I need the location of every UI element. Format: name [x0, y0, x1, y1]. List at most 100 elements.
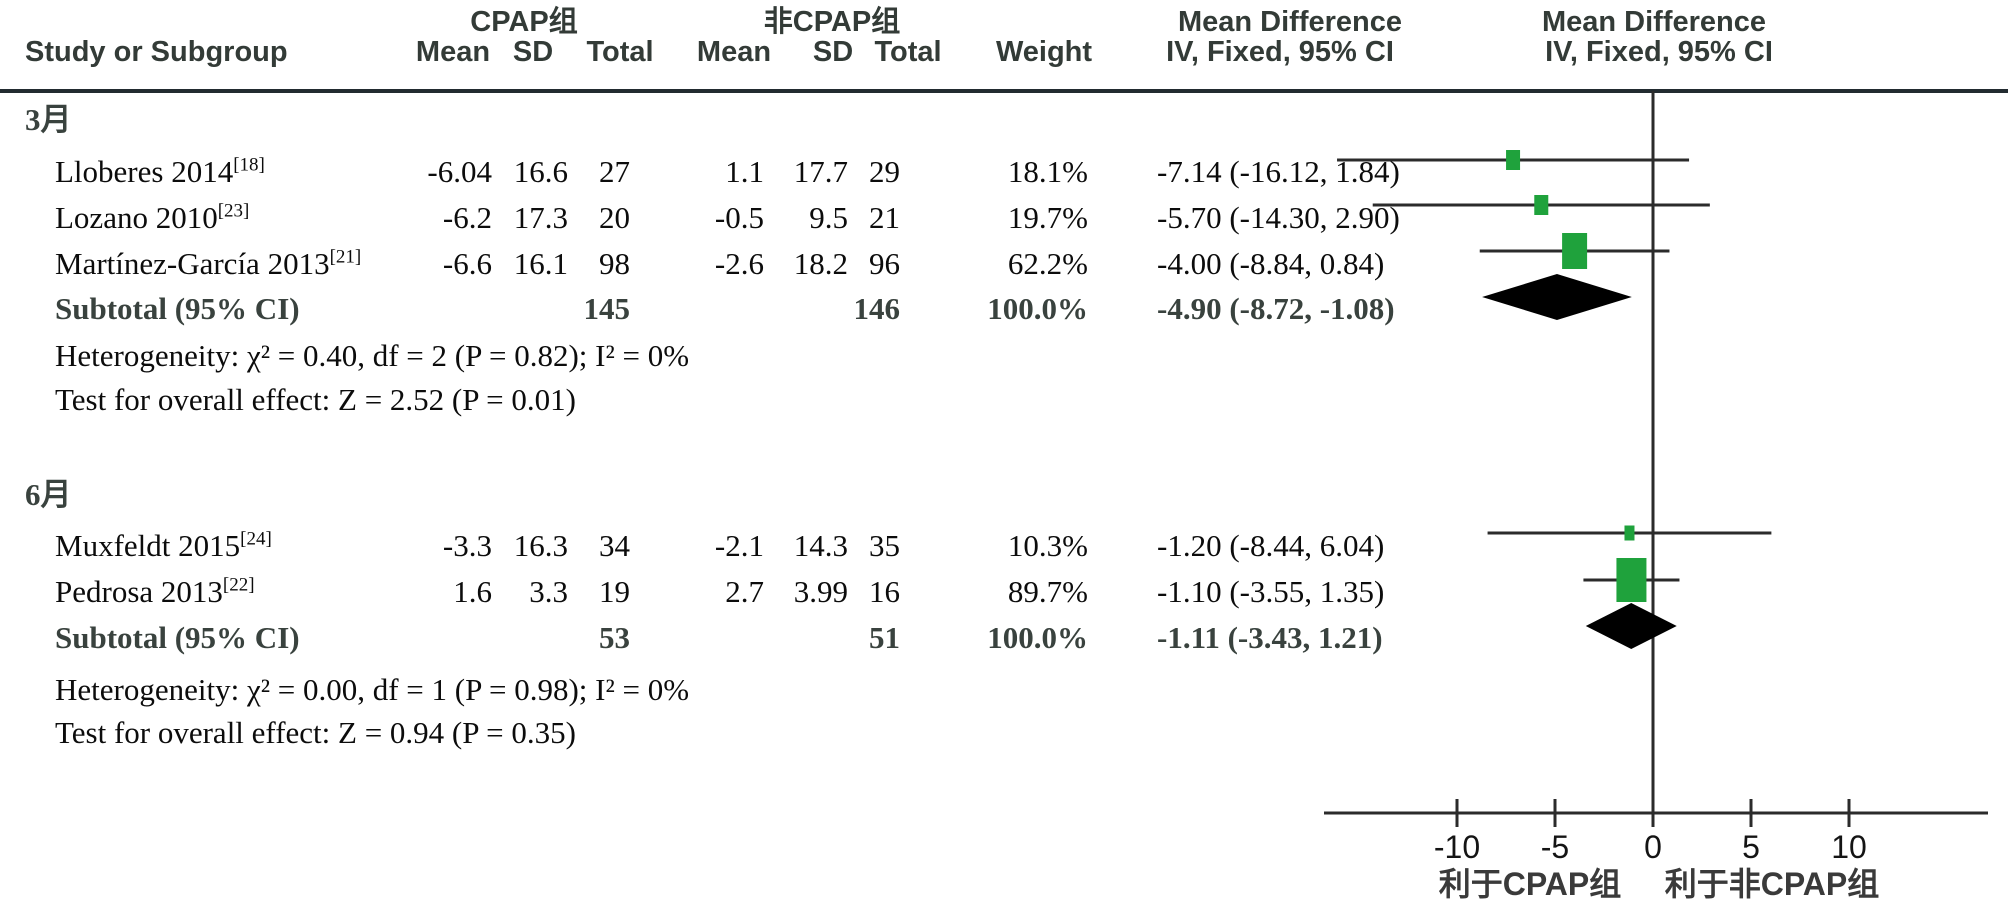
subgroup-heading-3m: 3月 [0, 102, 2008, 138]
md-ci-value: -5.70 (-14.30, 2.90) [1157, 200, 1400, 235]
x-axis-tick-label: -10 [1434, 829, 1480, 865]
md-ci-value: -4.00 (-8.84, 0.84) [1157, 246, 1385, 281]
col-sd-cpap: SD [512, 36, 554, 68]
cpap-group-header: CPAP组 [470, 6, 578, 38]
table-row-lozano: Lozano 2010[23] -6.2 17.3 20 -0.5 9.5 21… [0, 200, 2008, 236]
overall-effect-text: Test for overall effect: Z = 2.52 (P = 0… [55, 382, 576, 417]
sd-noncpap: 18.2 [793, 246, 848, 281]
md-plot-col-title: Mean Difference [1541, 6, 1767, 38]
subtotal-weight: 100.0% [987, 620, 1088, 655]
table-row-martinez-garcia: Martínez-García 2013[21] -6.6 16.1 98 -2… [0, 246, 2008, 282]
total-cpap: 27 [599, 154, 630, 189]
col-iv-fixed-ci-text: IV, Fixed, 95% CI [1166, 36, 1394, 68]
reference-superscript: [22] [222, 574, 255, 596]
subgroup-heading-6m: 6月 [0, 477, 2008, 513]
weight: 89.7% [1007, 574, 1088, 609]
heterogeneity-row-6m: Heterogeneity: χ² = 0.00, df = 1 (P = 0.… [0, 672, 2008, 708]
mean-noncpap: -2.1 [714, 528, 764, 563]
table-header-groups: CPAP组 非CPAP组 Mean Difference Mean Differ… [0, 4, 2008, 40]
subtotal-weight: 100.0% [987, 291, 1088, 326]
subtotal-md-ci-value: -1.11 (-3.43, 1.21) [1157, 620, 1383, 655]
total-noncpap: 16 [869, 574, 900, 609]
reference-superscript: [21] [329, 246, 362, 268]
table-row-muxfeldt: Muxfeldt 2015[24] -3.3 16.3 34 -2.1 14.3… [0, 528, 2008, 564]
reference-superscript: [24] [240, 528, 272, 550]
total-noncpap: 96 [869, 246, 900, 281]
favours-cpap-label: 利于CPAP组 [1438, 866, 1622, 902]
col-sd-noncpap: SD [812, 36, 854, 68]
overall-effect-row-6m: Test for overall effect: Z = 0.94 (P = 0… [0, 715, 2008, 751]
sd-cpap: 16.3 [513, 528, 568, 563]
study-name: Martínez-García 2013 [55, 246, 330, 281]
subtotal-total-cpap: 145 [583, 291, 631, 326]
col-mean-noncpap: Mean [696, 36, 772, 68]
md-ci-value: -7.14 (-16.12, 1.84) [1157, 154, 1400, 189]
favours-non-cpap-label: 利于非CPAP组 [1664, 866, 1880, 902]
subtotal-label: Subtotal (95% CI) [55, 291, 300, 326]
total-cpap: 20 [599, 200, 630, 235]
sd-cpap: 16.6 [513, 154, 568, 189]
mean-cpap: -6.2 [442, 200, 492, 235]
x-axis-tick-label: 10 [1831, 829, 1867, 865]
total-noncpap: 21 [869, 200, 900, 235]
weight: 10.3% [1007, 528, 1088, 563]
mean-cpap: -6.04 [427, 154, 492, 189]
mean-cpap: -6.6 [442, 246, 492, 281]
mean-cpap: -3.3 [442, 528, 492, 563]
total-noncpap: 35 [869, 528, 900, 563]
subtotal-total-cpap: 53 [599, 620, 630, 655]
weight: 18.1% [1007, 154, 1088, 189]
sd-noncpap: 3.99 [793, 574, 848, 609]
subgroup-label: 6月 [25, 477, 72, 512]
total-cpap: 34 [599, 528, 630, 563]
mean-cpap: 1.6 [453, 574, 492, 609]
study-name: Muxfeldt 2015 [55, 528, 241, 563]
table-header-columns: Study or Subgroup Mean SD Total Mean SD … [0, 34, 2008, 70]
heterogeneity-text: Heterogeneity: χ² = 0.00, df = 1 (P = 0.… [55, 672, 690, 707]
sd-noncpap: 14.3 [793, 528, 848, 563]
col-iv-fixed-ci-plot: IV, Fixed, 95% CI [1545, 36, 1773, 68]
subtotal-row-3m: Subtotal (95% CI) 145 146 100.0% -4.90 (… [0, 291, 2008, 327]
study-name: Lloberes 2014 [55, 154, 234, 189]
sd-noncpap: 9.5 [809, 200, 848, 235]
study-name: Pedrosa 2013 [55, 574, 223, 609]
sd-cpap: 16.1 [513, 246, 568, 281]
table-row-pedrosa: Pedrosa 2013[22] 1.6 3.3 19 2.7 3.99 16 … [0, 574, 2008, 610]
sd-cpap: 17.3 [513, 200, 568, 235]
table-row-lloberes: Lloberes 2014[18] -6.04 16.6 27 1.1 17.7… [0, 154, 2008, 190]
heterogeneity-row-3m: Heterogeneity: χ² = 0.40, df = 2 (P = 0.… [0, 338, 2008, 374]
col-mean-cpap: Mean [415, 36, 491, 68]
col-study-or-subgroup: Study or Subgroup [25, 36, 288, 68]
weight: 19.7% [1007, 200, 1088, 235]
mean-noncpap: 1.1 [725, 154, 764, 189]
reference-superscript: [23] [217, 200, 250, 222]
x-axis-tick-label: 0 [1644, 829, 1662, 865]
total-noncpap: 29 [869, 154, 900, 189]
non-cpap-group-header: 非CPAP组 [763, 6, 901, 38]
mean-noncpap: -0.5 [714, 200, 764, 235]
subtotal-row-6m: Subtotal (95% CI) 53 51 100.0% -1.11 (-3… [0, 620, 2008, 656]
x-axis-tick-label: 5 [1742, 829, 1760, 865]
subtotal-label: Subtotal (95% CI) [55, 620, 300, 655]
mean-noncpap: -2.6 [714, 246, 764, 281]
subtotal-md-ci-value: -4.90 (-8.72, -1.08) [1157, 291, 1395, 326]
col-weight: Weight [995, 36, 1093, 68]
subtotal-total-noncpap: 146 [853, 291, 901, 326]
reference-superscript: [18] [233, 154, 265, 176]
md-text-col-title: Mean Difference [1177, 6, 1403, 38]
x-axis-tick-label: -5 [1541, 829, 1569, 865]
subgroup-label: 3月 [25, 102, 72, 137]
subtotal-total-noncpap: 51 [869, 620, 900, 655]
overall-effect-row-3m: Test for overall effect: Z = 2.52 (P = 0… [0, 382, 2008, 418]
total-cpap: 98 [599, 246, 630, 281]
total-cpap: 19 [599, 574, 630, 609]
mean-noncpap: 2.7 [725, 574, 764, 609]
study-name: Lozano 2010 [55, 200, 218, 235]
col-total-noncpap: Total [874, 36, 942, 68]
weight: 62.2% [1007, 246, 1088, 281]
sd-noncpap: 17.7 [793, 154, 848, 189]
md-ci-value: -1.20 (-8.44, 6.04) [1157, 528, 1385, 563]
overall-effect-text: Test for overall effect: Z = 0.94 (P = 0… [55, 715, 576, 750]
heterogeneity-text: Heterogeneity: χ² = 0.40, df = 2 (P = 0.… [55, 338, 690, 373]
